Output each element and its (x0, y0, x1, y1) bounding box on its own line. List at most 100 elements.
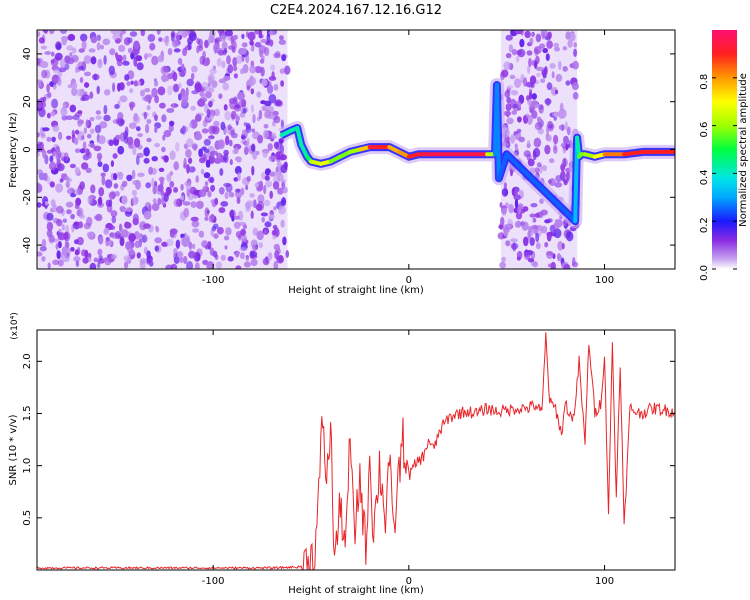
noise-speckle (239, 252, 245, 260)
noise-speckle (573, 48, 578, 57)
noise-speckle (85, 119, 89, 128)
noise-speckle (192, 243, 196, 250)
noise-speckle (118, 44, 126, 53)
noise-speckle (509, 134, 516, 144)
noise-speckle (133, 80, 138, 87)
noise-speckle (119, 205, 126, 213)
trace-segment (299, 142, 310, 159)
noise-speckle (269, 135, 277, 140)
noise-speckle (139, 258, 147, 264)
noise-speckle (529, 75, 537, 85)
noise-speckle (97, 262, 101, 269)
noise-speckle (55, 145, 61, 155)
noise-speckle (110, 30, 119, 34)
noise-speckle (37, 31, 41, 37)
noise-speckle (78, 48, 85, 53)
noise-speckle (173, 198, 180, 207)
noise-speckle (154, 245, 159, 252)
noise-speckle (161, 74, 168, 83)
noise-speckle (37, 132, 40, 138)
noise-speckle (249, 39, 254, 46)
noise-speckle (110, 160, 114, 168)
noise-speckle (50, 147, 56, 152)
noise-speckle (169, 150, 176, 160)
noise-speckle (169, 228, 178, 235)
noise-speckle (258, 242, 264, 249)
noise-speckle (170, 32, 175, 42)
noise-speckle (546, 232, 552, 242)
noise-speckle (233, 34, 238, 40)
noise-speckle (225, 30, 233, 37)
snr-x-label: Height of straight line (km) (288, 585, 424, 596)
noise-speckle (510, 238, 518, 243)
noise-speckle (233, 215, 240, 220)
noise-speckle (136, 62, 144, 71)
noise-speckle (103, 114, 111, 122)
noise-speckle (213, 223, 219, 230)
noise-speckle (263, 47, 270, 56)
noise-speckle (270, 64, 276, 71)
noise-speckle (210, 213, 215, 221)
noise-speckle (201, 128, 209, 134)
noise-speckle (85, 148, 91, 157)
noise-speckle (49, 181, 55, 188)
noise-speckle (529, 237, 535, 246)
noise-speckle (281, 197, 287, 207)
noise-speckle (52, 259, 60, 266)
noise-speckle (130, 80, 134, 85)
colorbar-tick-label: 0.0 (699, 265, 710, 281)
noise-speckle (51, 51, 55, 57)
spectrogram-noise (37, 30, 580, 269)
noise-speckle (37, 152, 41, 157)
noise-speckle (146, 119, 152, 124)
noise-speckle (182, 201, 191, 206)
noise-speckle (95, 115, 102, 120)
noise-speckle (198, 230, 205, 238)
noise-speckle (87, 195, 93, 205)
noise-speckle (41, 256, 46, 262)
noise-speckle (235, 55, 243, 64)
noise-speckle (227, 256, 234, 262)
noise-speckle (225, 227, 232, 236)
noise-speckle (563, 135, 569, 145)
noise-speckle (266, 33, 271, 44)
noise-speckle (181, 93, 189, 104)
noise-speckle (252, 149, 258, 160)
noise-speckle (80, 33, 88, 42)
noise-speckle (503, 230, 509, 238)
noise-speckle (128, 142, 134, 149)
noise-speckle (116, 171, 124, 177)
noise-speckle (208, 177, 214, 183)
noise-speckle (514, 78, 522, 88)
noise-speckle (196, 37, 200, 45)
noise-speckle (501, 69, 509, 78)
noise-speckle (79, 148, 86, 154)
noise-speckle (75, 260, 80, 267)
noise-speckle (140, 89, 145, 97)
noise-speckle (547, 121, 553, 129)
noise-speckle (521, 221, 529, 231)
noise-speckle (185, 149, 192, 158)
noise-speckle (78, 61, 83, 67)
noise-speckle (514, 198, 519, 209)
noise-speckle (79, 214, 86, 219)
noise-speckle (242, 63, 249, 74)
noise-speckle (547, 31, 552, 40)
noise-speckle (231, 215, 235, 222)
noise-speckle (246, 200, 254, 208)
noise-speckle (145, 53, 153, 58)
noise-speckle (201, 81, 209, 89)
noise-speckle (117, 112, 124, 121)
noise-speckle (89, 262, 97, 269)
noise-speckle (159, 102, 166, 109)
noise-speckle (120, 119, 125, 125)
noise-speckle (145, 182, 152, 189)
noise-speckle (165, 238, 174, 247)
x-tick-label: 0 (406, 275, 412, 286)
noise-speckle (169, 180, 175, 188)
noise-speckle (188, 241, 193, 249)
noise-speckle (554, 182, 563, 188)
noise-speckle (173, 48, 181, 53)
noise-speckle (273, 141, 279, 149)
noise-speckle (280, 80, 284, 87)
